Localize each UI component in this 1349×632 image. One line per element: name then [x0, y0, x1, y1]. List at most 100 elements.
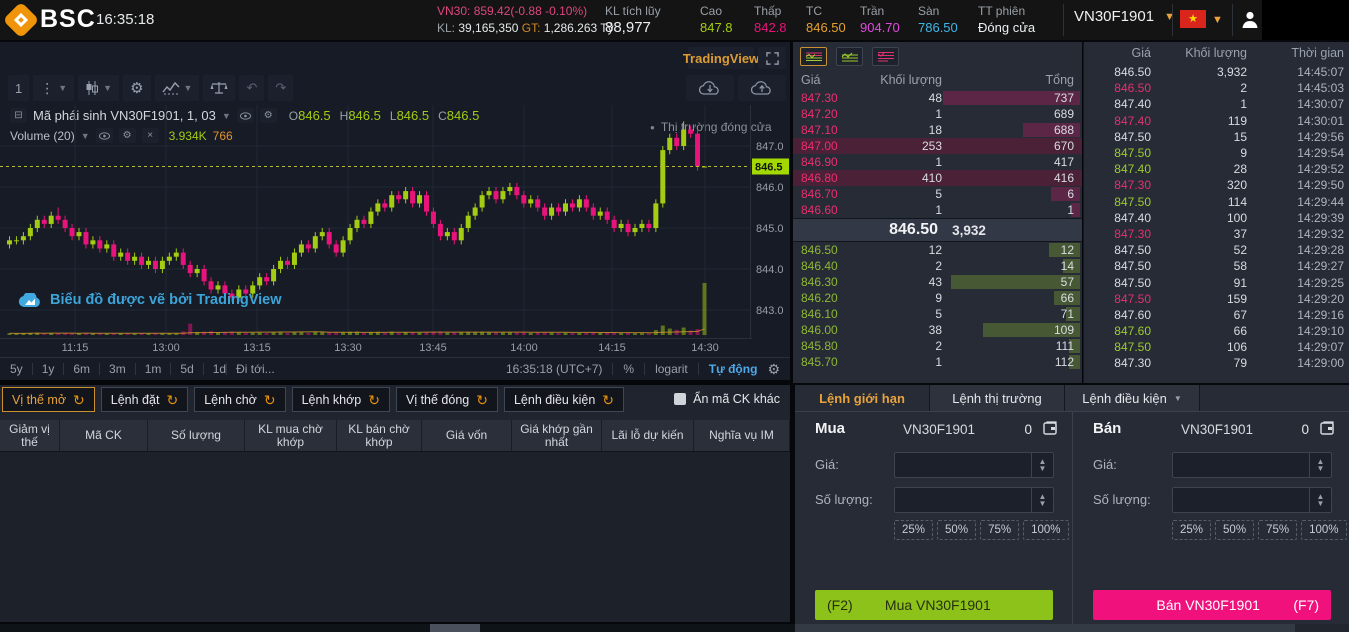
- bsc-logo[interactable]: BSC: [2, 1, 96, 38]
- bid-row[interactable]: 846.50 12 12: [793, 242, 1082, 258]
- book-view-both-icon[interactable]: [800, 47, 827, 66]
- chevron-down-icon[interactable]: ▼: [80, 130, 90, 141]
- close-icon[interactable]: ×: [141, 128, 159, 143]
- chart-style-menu-button[interactable]: ⋮ ▼: [33, 75, 75, 101]
- candle-type-button[interactable]: ▼: [78, 75, 120, 101]
- tab-Lệnh khớp[interactable]: Lệnh khớp ↻: [291, 387, 390, 412]
- sell-pct-100%[interactable]: 100%: [1301, 520, 1347, 540]
- auto-scale-button[interactable]: Tự động: [708, 362, 758, 376]
- indicators-button[interactable]: ▼: [154, 75, 200, 101]
- ask-row[interactable]: 846.80 410 416: [793, 170, 1082, 186]
- tradingview-badge[interactable]: TradingView: [683, 47, 759, 69]
- range-1m[interactable]: 1m: [144, 362, 162, 376]
- chart-symbol-title[interactable]: Mã phái sinh VN30F1901, 1, 03: [33, 108, 216, 123]
- bid-row[interactable]: 845.70 1 112: [793, 354, 1082, 370]
- ask-row[interactable]: 847.20 1 689: [793, 106, 1082, 122]
- horizontal-scrollbar[interactable]: [0, 624, 795, 632]
- buy-quantity-field[interactable]: [895, 488, 1029, 512]
- trade-row[interactable]: 847.50 114 14:29:44: [1084, 194, 1349, 210]
- stepper-icons[interactable]: ▲ ▼: [1309, 453, 1331, 477]
- sell-quantity-input[interactable]: ▲ ▼: [1172, 487, 1332, 513]
- interval-button[interactable]: 1: [8, 75, 30, 101]
- trade-row[interactable]: 847.30 320 14:29:50: [1084, 177, 1349, 193]
- buy-pct-75%[interactable]: 75%: [980, 520, 1020, 540]
- book-view-sell-icon[interactable]: [872, 47, 899, 66]
- stepper-icons[interactable]: ▲ ▼: [1031, 488, 1053, 512]
- stepper-icons[interactable]: ▲ ▼: [1309, 488, 1331, 512]
- last-price-row[interactable]: 846.50 3,932: [793, 218, 1082, 242]
- gear-icon[interactable]: ⚙: [118, 128, 136, 143]
- price-chart[interactable]: 847.0 846.0 845.0 844.0 843.0 846.5: [0, 105, 790, 338]
- range-1y[interactable]: 1y: [41, 362, 55, 376]
- sell-submit-button[interactable]: Bán VN30F1901 (F7): [1093, 590, 1331, 620]
- trade-row[interactable]: 847.50 58 14:29:27: [1084, 258, 1349, 274]
- trade-row[interactable]: 846.50 2 14:45:03: [1084, 80, 1349, 96]
- trade-row[interactable]: 847.40 28 14:29:52: [1084, 161, 1349, 177]
- range-5y[interactable]: 5y: [10, 362, 23, 376]
- volume-study-label[interactable]: Volume (20): [10, 128, 75, 143]
- trade-row[interactable]: 847.50 52 14:29:28: [1084, 242, 1349, 258]
- goto-date-button[interactable]: Đi tới...: [236, 362, 275, 376]
- buy-pct-25%[interactable]: 25%: [894, 520, 934, 540]
- bid-row[interactable]: 846.10 5 71: [793, 306, 1082, 322]
- language-flag-vietnam[interactable]: ★: [1180, 10, 1206, 28]
- eye-icon[interactable]: [236, 108, 254, 123]
- bid-row[interactable]: 845.80 2 111: [793, 338, 1082, 354]
- trade-row[interactable]: 847.50 159 14:29:20: [1084, 291, 1349, 307]
- buy-pct-100%[interactable]: 100%: [1023, 520, 1069, 540]
- trade-row[interactable]: 847.50 106 14:29:07: [1084, 339, 1349, 355]
- ask-row[interactable]: 847.30 48 737: [793, 90, 1082, 106]
- cloud-load-button[interactable]: [686, 75, 734, 101]
- trade-row[interactable]: 847.60 67 14:29:16: [1084, 307, 1349, 323]
- trade-row[interactable]: 847.40 100 14:29:39: [1084, 210, 1349, 226]
- chart-settings-button[interactable]: ⚙: [123, 75, 151, 101]
- compare-button[interactable]: [203, 75, 236, 101]
- trade-row[interactable]: 847.30 79 14:29:00: [1084, 355, 1349, 371]
- trade-row[interactable]: 847.60 66 14:29:10: [1084, 323, 1349, 339]
- scrollbar-thumb[interactable]: [430, 624, 480, 632]
- undo-button[interactable]: ↶: [239, 75, 265, 101]
- ask-row[interactable]: 846.60 1 1: [793, 202, 1082, 218]
- bid-row[interactable]: 846.20 9 66: [793, 290, 1082, 306]
- gear-icon[interactable]: ⚙: [767, 360, 780, 377]
- tab-Lệnh chờ[interactable]: Lệnh chờ ↻: [194, 387, 286, 412]
- eye-icon[interactable]: [95, 128, 113, 143]
- range-1d[interactable]: 1d: [212, 362, 227, 376]
- sell-pct-75%[interactable]: 75%: [1258, 520, 1298, 540]
- gear-icon[interactable]: ⚙: [259, 108, 277, 123]
- chevron-down-icon[interactable]: ▼: [221, 110, 231, 121]
- range-6m[interactable]: 6m: [73, 362, 91, 376]
- log-scale-button[interactable]: logarit: [655, 362, 688, 376]
- buy-price-field[interactable]: [895, 453, 1029, 477]
- range-5d[interactable]: 5d: [180, 362, 194, 376]
- tab-Lệnh điều kiện[interactable]: Lệnh điều kiện ↻: [503, 387, 625, 412]
- ask-row[interactable]: 847.00 253 670: [793, 138, 1082, 154]
- checkbox-icon[interactable]: [674, 393, 687, 405]
- tab-Lệnh đặt[interactable]: Lệnh đặt ↻: [100, 387, 189, 412]
- bid-row[interactable]: 846.30 43 57: [793, 274, 1082, 290]
- chevron-down-icon[interactable]: ▼: [1212, 14, 1223, 26]
- order-tab-Lệnh điều kiện[interactable]: Lệnh điều kiện ▼: [1065, 385, 1200, 411]
- range-3m[interactable]: 3m: [109, 362, 126, 376]
- tab-Vị thế mở[interactable]: Vị thế mở ↻: [2, 387, 95, 412]
- order-tab-Lệnh giới hạn[interactable]: Lệnh giới hạn: [795, 385, 930, 411]
- time-axis[interactable]: 11:15 13:00 13:15 13:30 13:45 14:00 14:15 14:30: [0, 338, 752, 357]
- buy-submit-button[interactable]: (F2) Mua VN30F1901: [815, 590, 1053, 620]
- sell-pct-25%[interactable]: 25%: [1172, 520, 1212, 540]
- trade-row[interactable]: 847.50 91 14:29:25: [1084, 274, 1349, 290]
- ask-row[interactable]: 847.10 18 688: [793, 122, 1082, 138]
- buy-quantity-input[interactable]: ▲ ▼: [894, 487, 1054, 513]
- user-account-icon[interactable]: [1240, 9, 1260, 29]
- ask-row[interactable]: 846.90 1 417: [793, 154, 1082, 170]
- sell-pct-50%[interactable]: 50%: [1215, 520, 1255, 540]
- symbol-selector[interactable]: VN30F1901 ▼: [1074, 8, 1175, 25]
- bid-row[interactable]: 846.00 38 109: [793, 322, 1082, 338]
- trade-row[interactable]: 847.50 9 14:29:54: [1084, 145, 1349, 161]
- trade-row[interactable]: 847.50 15 14:29:56: [1084, 129, 1349, 145]
- fullscreen-icon[interactable]: [758, 47, 786, 69]
- trade-row[interactable]: 847.30 37 14:29:32: [1084, 226, 1349, 242]
- wallet-icon[interactable]: [1043, 421, 1058, 435]
- bid-row[interactable]: 846.40 2 14: [793, 258, 1082, 274]
- order-tab-Lệnh thị trường[interactable]: Lệnh thị trường: [930, 385, 1065, 411]
- ask-row[interactable]: 846.70 5 6: [793, 186, 1082, 202]
